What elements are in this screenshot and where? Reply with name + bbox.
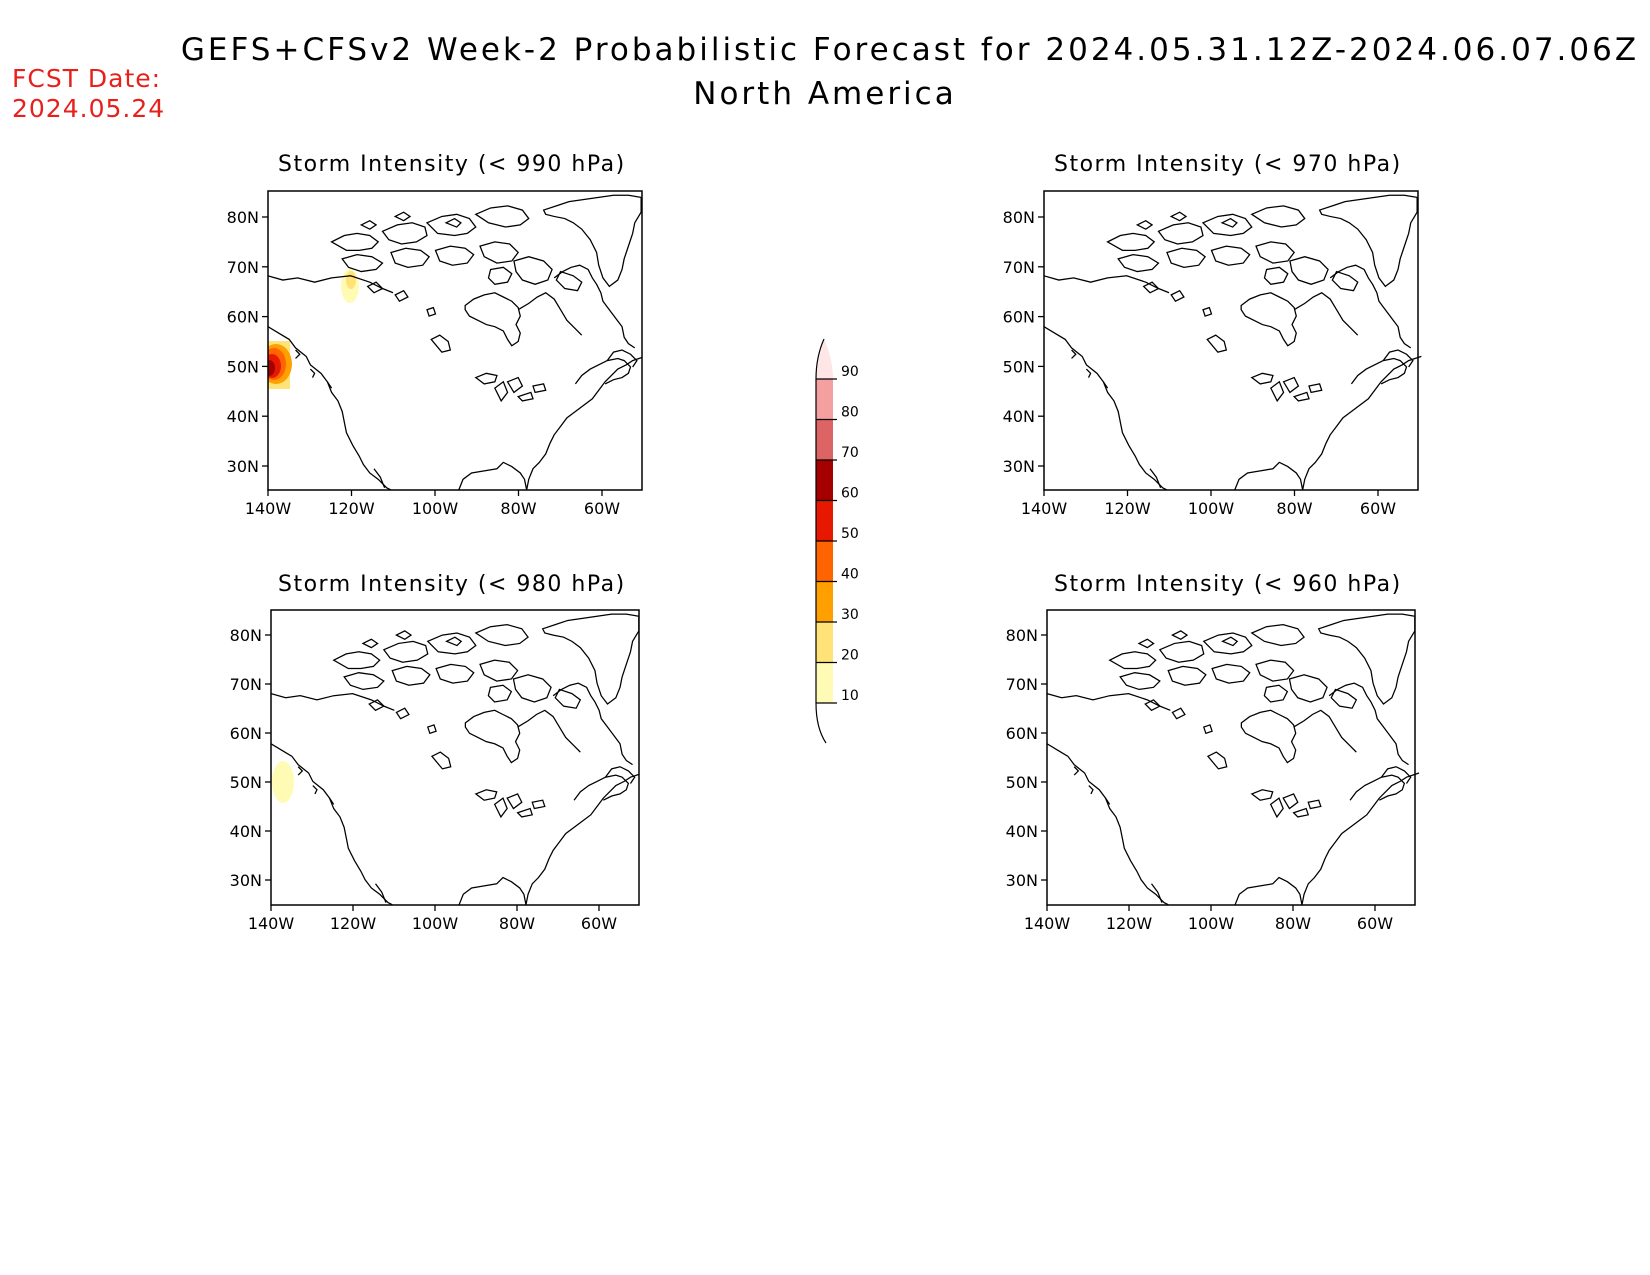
region-title: North America	[693, 76, 957, 112]
lon-label: 60W	[1360, 499, 1396, 518]
colorbar-segment	[816, 662, 833, 703]
colorbar-label: 70	[841, 445, 859, 461]
lat-label: 30N	[230, 871, 262, 890]
lon-label: 100W	[1188, 914, 1235, 933]
fcst-date-value: 2024.05.24	[12, 94, 166, 123]
lat-label: 70N	[1006, 675, 1038, 694]
colorbar-segment	[816, 500, 833, 541]
lat-label: 80N	[1003, 208, 1035, 227]
lon-label: 80W	[1276, 499, 1312, 518]
lat-label: 50N	[1006, 773, 1038, 792]
lat-label: 50N	[230, 773, 262, 792]
coastline-970	[1043, 194, 1422, 491]
panel-title-960: Storm Intensity (< 960 hPa)	[1054, 572, 1402, 597]
lon-label: 80W	[1275, 914, 1311, 933]
colorbar-segment	[816, 581, 833, 622]
lat-label: 60N	[1006, 724, 1038, 743]
lat-label: 60N	[230, 724, 262, 743]
figure-title: GEFS+CFSv2 Week-2 Probabilistic Forecast…	[180, 32, 1640, 68]
lat-label: 30N	[227, 457, 259, 476]
colorbar-label: 80	[841, 405, 859, 421]
map-panel-960: 80N 70N 60N 50N 40N 30N 140W 120W 100W 80W 60W	[1006, 609, 1420, 933]
lat-label: 60N	[227, 308, 259, 327]
lon-label: 140W	[1024, 914, 1071, 933]
lon-label: 120W	[330, 914, 377, 933]
lon-label: 120W	[328, 499, 375, 518]
lat-label: 70N	[227, 258, 259, 277]
map-panel-990: 80N 70N 60N 50N 40N 30N 140W 120W 100W 80W 60W	[227, 190, 643, 518]
panel-title-980: Storm Intensity (< 980 hPa)	[278, 572, 626, 597]
lon-label: 140W	[245, 499, 292, 518]
colorbar-top-extension	[816, 339, 833, 379]
coastline-960	[1046, 613, 1420, 906]
lat-label: 30N	[1003, 457, 1035, 476]
map-panel-980: 80N 70N 60N 50N 40N 30N 140W 120W 100W 80W 60W	[230, 609, 640, 933]
colorbar-segment	[816, 541, 833, 582]
lat-label: 40N	[1006, 822, 1038, 841]
colorbar-label: 30	[841, 607, 859, 623]
panel-title-990: Storm Intensity (< 990 hPa)	[278, 152, 626, 177]
lat-label: 30N	[1006, 871, 1038, 890]
colorbar-segment	[816, 460, 833, 501]
map-frame-990	[267, 190, 643, 491]
lon-label: 100W	[1188, 499, 1235, 518]
colorbar-label: 20	[841, 648, 859, 664]
colorbar-top-outline	[815, 338, 825, 380]
colorbar-label: 40	[841, 567, 859, 583]
probability-shading-980	[271, 613, 639, 905]
lat-label: 40N	[1003, 407, 1035, 426]
lon-label: 100W	[412, 914, 459, 933]
lon-label: 120W	[1104, 499, 1151, 518]
lat-label: 70N	[1003, 258, 1035, 277]
lat-label: 40N	[230, 822, 262, 841]
lat-label: 60N	[1003, 308, 1035, 327]
lon-label: 60W	[1357, 914, 1393, 933]
coastline-980	[271, 613, 639, 905]
fcst-date-label: FCST Date:	[12, 64, 162, 93]
lon-label: 80W	[500, 499, 536, 518]
map-frame-970	[1043, 190, 1419, 491]
colorbar-label: 10	[841, 688, 859, 704]
lat-label: 80N	[230, 626, 262, 645]
colorbar-bottom-extension	[815, 702, 827, 744]
colorbar: 10 20 30 40 50 60 70 80 90	[815, 338, 859, 744]
colorbar-segment	[816, 379, 833, 420]
lat-label: 50N	[227, 357, 259, 376]
lon-label: 140W	[248, 914, 295, 933]
colorbar-label: 50	[841, 526, 859, 542]
lon-label: 80W	[499, 914, 535, 933]
colorbar-segment	[816, 419, 833, 460]
colorbar-label: 90	[841, 364, 859, 380]
lon-label: 60W	[584, 499, 620, 518]
probability-shading-990	[268, 194, 642, 490]
coastline-990	[268, 194, 642, 490]
map-panel-970: 80N 70N 60N 50N 40N 30N 140W 120W 100W 80W 60W	[1003, 190, 1422, 518]
lat-label: 80N	[227, 208, 259, 227]
lat-label: 70N	[230, 675, 262, 694]
lon-label: 60W	[581, 914, 617, 933]
panel-title-970: Storm Intensity (< 970 hPa)	[1054, 152, 1402, 177]
lat-label: 40N	[227, 407, 259, 426]
lon-label: 140W	[1021, 499, 1068, 518]
colorbar-segment	[816, 622, 833, 663]
lon-label: 120W	[1106, 914, 1153, 933]
map-frame-960	[1046, 609, 1416, 906]
lat-label: 80N	[1006, 626, 1038, 645]
lon-label: 100W	[412, 499, 459, 518]
lat-label: 50N	[1003, 357, 1035, 376]
map-frame-980	[270, 609, 640, 906]
colorbar-label: 60	[841, 486, 859, 502]
